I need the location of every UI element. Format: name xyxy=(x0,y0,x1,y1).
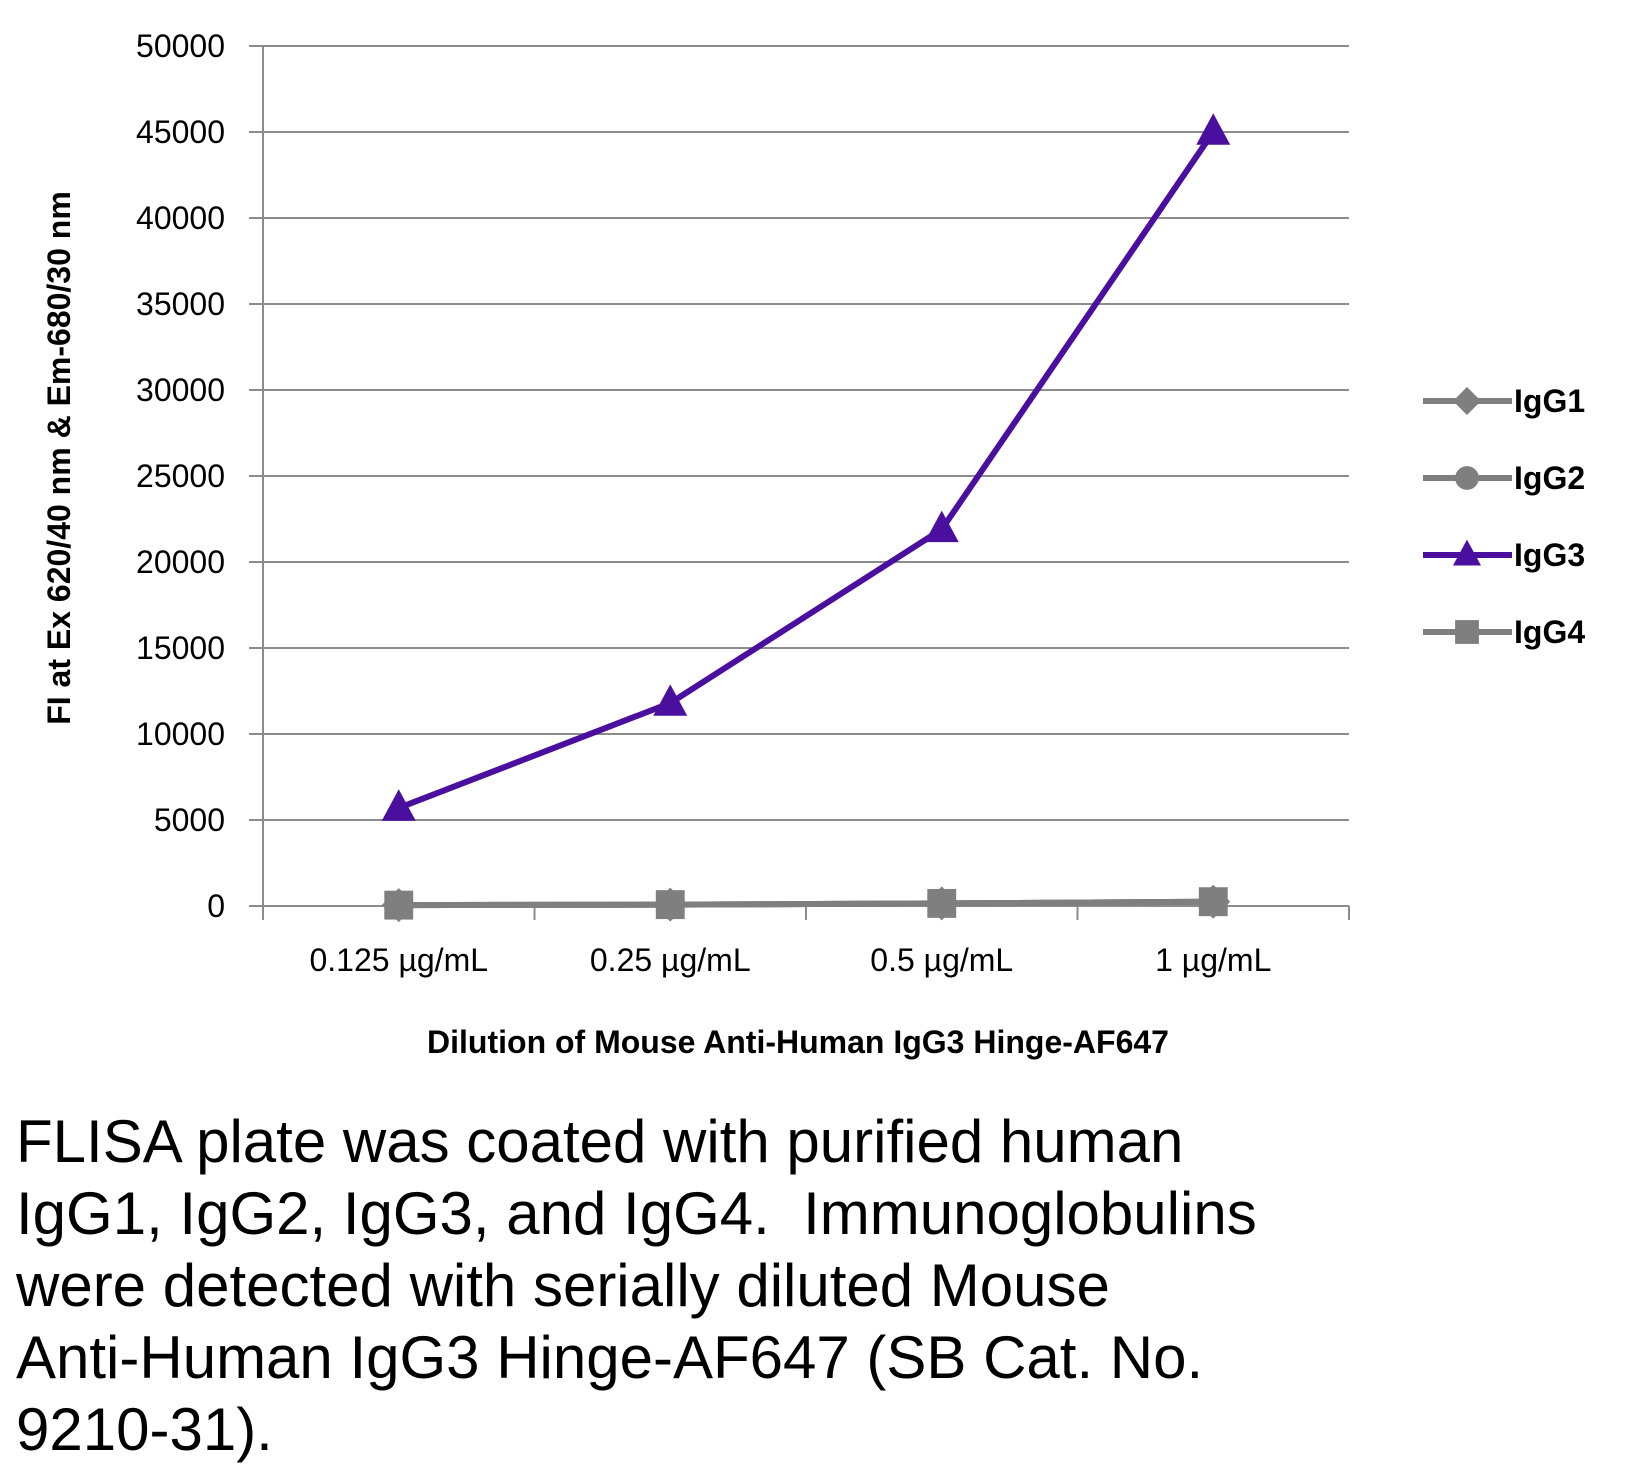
y-tick-label: 35000 xyxy=(136,286,225,322)
legend-item-igg2: IgG2 xyxy=(1423,460,1585,496)
y-tick-labels: 0 5000 10000 15000 20000 25000 30000 35000 40000… xyxy=(136,28,225,924)
legend-marker xyxy=(1455,620,1479,644)
y-axis-title: FI at Ex 620/40 nm & Em-680/30 nm xyxy=(41,191,77,725)
x-tick-label: 1 µg/mL xyxy=(1155,942,1271,978)
series-line xyxy=(397,130,1216,811)
legend-label: IgG3 xyxy=(1514,537,1585,573)
legend-marker xyxy=(1453,387,1481,415)
data-point xyxy=(381,789,416,821)
data-point xyxy=(1196,113,1231,145)
line-chart: 0 5000 10000 15000 20000 25000 30000 35000 40000… xyxy=(41,28,1585,1060)
y-tick-label: 25000 xyxy=(136,458,225,494)
data-point xyxy=(924,510,959,543)
legend-label: IgG4 xyxy=(1514,614,1585,650)
data-point xyxy=(927,888,957,918)
legend-item-igg1: IgG1 xyxy=(1423,383,1585,419)
legend-marker xyxy=(1453,539,1481,566)
data-point xyxy=(653,684,688,716)
y-tick-label: 50000 xyxy=(136,28,225,64)
y-tick-label: 45000 xyxy=(136,114,225,150)
data-point xyxy=(1198,887,1228,917)
legend-item-igg4: IgG4 xyxy=(1423,614,1585,650)
gridlines xyxy=(249,45,1349,907)
legend-item-igg3: IgG3 xyxy=(1423,537,1585,573)
x-tick-label: 0.5 µg/mL xyxy=(870,942,1013,978)
y-tick-label: 20000 xyxy=(136,544,225,580)
series-line xyxy=(398,898,1214,909)
y-tick-label: 15000 xyxy=(136,630,225,666)
x-axis-title: Dilution of Mouse Anti-Human IgG3 Hinge-… xyxy=(427,1024,1169,1060)
y-tick-label: 40000 xyxy=(136,200,225,236)
legend-marker xyxy=(1455,466,1479,490)
x-tick-labels: 0.125 µg/mL 0.25 µg/mL 0.5 µg/mL 1 µg/mL xyxy=(309,942,1271,978)
x-tick-label: 0.25 µg/mL xyxy=(590,942,751,978)
data-point xyxy=(655,890,685,920)
legend: IgG1 IgG2 IgG3 IgG4 xyxy=(1423,383,1585,650)
series-igg4 xyxy=(384,887,1228,920)
y-tick-label: 5000 xyxy=(154,802,225,838)
y-tick-label: 10000 xyxy=(136,716,225,752)
x-tick-label: 0.125 µg/mL xyxy=(309,942,488,978)
legend-label: IgG2 xyxy=(1514,460,1585,496)
y-tick-label: 30000 xyxy=(136,372,225,408)
series-igg3 xyxy=(381,113,1231,821)
data-point xyxy=(384,890,414,920)
legend-label: IgG1 xyxy=(1514,383,1585,419)
figure-caption: FLISA plate was coated with purified hum… xyxy=(16,1108,1257,1463)
axes xyxy=(262,46,1350,920)
series-lines xyxy=(381,113,1231,923)
y-tick-label: 0 xyxy=(207,888,225,924)
